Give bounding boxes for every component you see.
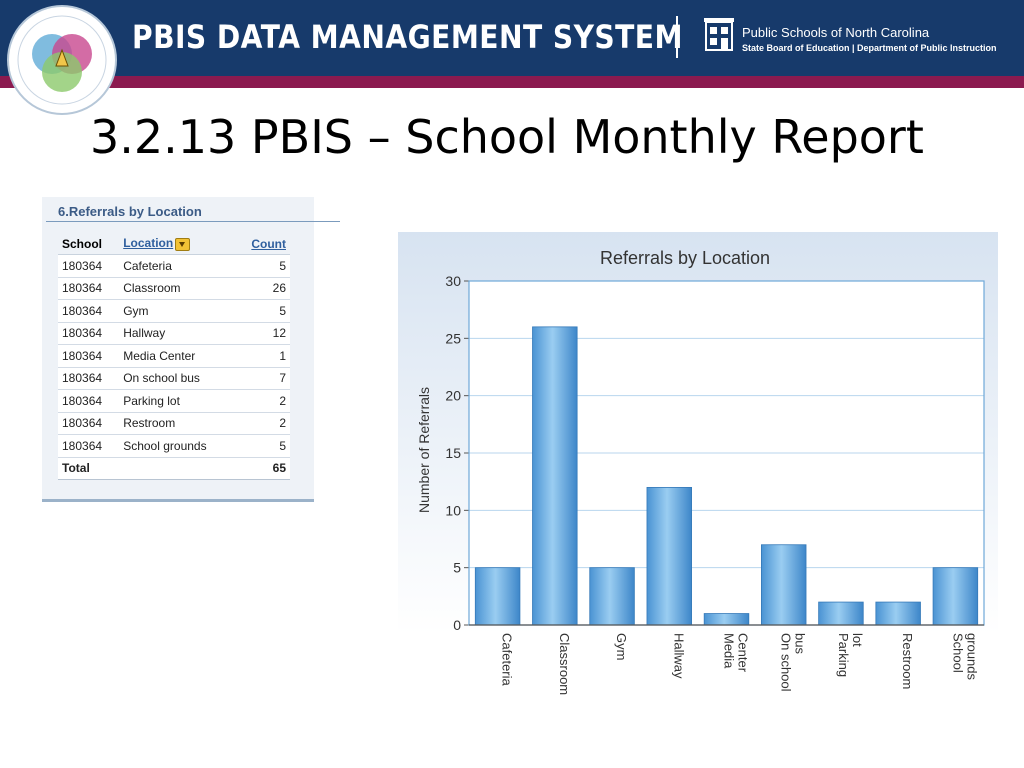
referrals-bar-chart: Referrals by Location Number of Referral…	[416, 248, 985, 695]
x-tick-label: Restroom	[900, 633, 915, 689]
bar-cafeteria	[474, 567, 521, 626]
x-tick-label: Media	[722, 633, 737, 669]
x-tick-label: lot	[850, 633, 865, 647]
cell-location: Gym	[119, 299, 236, 323]
bar-school-grounds	[932, 567, 979, 626]
y-tick-label: 5	[453, 560, 461, 576]
chart-title: Referrals by Location	[600, 248, 770, 268]
panel-divider	[46, 221, 340, 222]
bar-on-school-bus	[761, 544, 807, 626]
pbis-logo	[7, 5, 117, 115]
table-total-row: Total 65	[58, 457, 290, 480]
sort-dropdown-icon[interactable]	[175, 237, 191, 251]
cell-count: 5	[235, 299, 290, 323]
y-tick-label: 25	[445, 330, 461, 346]
table-row: 180364 Cafeteria 5	[58, 254, 290, 278]
x-tick-label: On school	[779, 633, 794, 692]
org-name: Public Schools of North Carolina	[742, 25, 930, 40]
table-row: 180364 Gym 5	[58, 299, 290, 323]
sort-location-link[interactable]: Location	[123, 236, 174, 251]
table-row: 180364 School grounds 5	[58, 434, 290, 458]
x-tick-label: Hallway	[671, 633, 686, 679]
cell-count: 7	[235, 367, 290, 390]
y-tick-label: 20	[445, 388, 461, 404]
cell-location: Media Center	[119, 344, 236, 368]
cell-school: 180364	[58, 389, 120, 413]
cell-school: 180364	[58, 322, 120, 345]
cell-school: 180364	[58, 254, 120, 278]
total-label: Total	[58, 457, 236, 480]
y-tick-label: 30	[445, 273, 461, 289]
cell-count: 5	[235, 254, 290, 278]
y-tick-label: 15	[445, 445, 461, 461]
cell-school: 180364	[58, 277, 120, 300]
x-tick-label: grounds	[964, 633, 979, 680]
bar-classroom	[532, 326, 578, 626]
cell-school: 180364	[58, 344, 120, 368]
bar-hallway	[646, 486, 692, 626]
table-row: 180364 On school bus 7	[58, 367, 290, 390]
cell-count: 2	[235, 389, 290, 413]
sort-count-link[interactable]: Count	[251, 236, 286, 251]
cell-location: Parking lot	[119, 389, 236, 413]
table-row: 180364 Media Center 1	[58, 344, 290, 368]
bar-restroom	[875, 601, 921, 626]
cell-count: 2	[235, 412, 290, 435]
header-banner: PBIS DATA MANAGEMENT SYSTEM Public Schoo…	[0, 0, 1024, 76]
slide-title: 3.2.13 PBIS – School Monthly Report	[90, 110, 924, 164]
cell-school: 180364	[58, 299, 120, 323]
chart-panel: Referrals by Location Number of Referral…	[398, 232, 998, 722]
org-subtitle: State Board of Education | Department of…	[742, 43, 997, 53]
table-row: 180364 Restroom 2	[58, 412, 290, 435]
cell-location: Classroom	[119, 277, 236, 300]
table-row: 180364 Classroom 26	[58, 277, 290, 300]
y-tick-label: 10	[445, 502, 461, 518]
x-tick-label: Classroom	[557, 633, 572, 695]
cell-count: 5	[235, 434, 290, 458]
cell-location: Hallway	[119, 322, 236, 345]
panel-title: 6.Referrals by Location	[58, 204, 202, 219]
bar-parking-lot	[818, 601, 864, 626]
table-row: 180364 Parking lot 2	[58, 389, 290, 413]
table-row: 180364 Hallway 12	[58, 322, 290, 345]
cell-count: 1	[235, 344, 290, 368]
table-header-row: School Location Count	[58, 233, 290, 255]
x-tick-label: School	[950, 633, 965, 673]
column-header-count[interactable]: Count	[235, 233, 290, 255]
cell-school: 180364	[58, 412, 120, 435]
cell-school: 180364	[58, 434, 120, 458]
header-stripe	[0, 76, 1024, 88]
column-header-school: School	[58, 233, 120, 255]
referrals-table: School Location Count 180364 Cafeteria 5 1…	[58, 233, 290, 480]
bar-gym	[589, 567, 635, 626]
title-separator	[676, 16, 678, 58]
report-table-panel: 6.Referrals by Location School Location …	[42, 197, 340, 502]
cell-location: Restroom	[119, 412, 236, 435]
column-header-location[interactable]: Location	[119, 233, 236, 255]
app-title: PBIS DATA MANAGEMENT SYSTEM	[132, 18, 683, 56]
cell-count: 26	[235, 277, 290, 300]
cell-count: 12	[235, 322, 290, 345]
total-value: 65	[235, 457, 290, 480]
x-tick-label: bus	[793, 633, 808, 654]
cell-location: On school bus	[119, 367, 236, 390]
y-axis-label: Number of Referrals	[416, 387, 432, 513]
y-tick-label: 0	[453, 617, 461, 633]
building-icon	[704, 18, 734, 51]
x-tick-label: Cafeteria	[500, 633, 515, 687]
bar-media-center	[703, 613, 750, 626]
cell-location: Cafeteria	[119, 254, 236, 278]
cell-location: School grounds	[119, 434, 236, 458]
x-tick-label: Gym	[614, 633, 629, 660]
cell-school: 180364	[58, 367, 120, 390]
x-tick-label: Center	[736, 633, 751, 673]
x-tick-label: Parking	[836, 633, 851, 677]
